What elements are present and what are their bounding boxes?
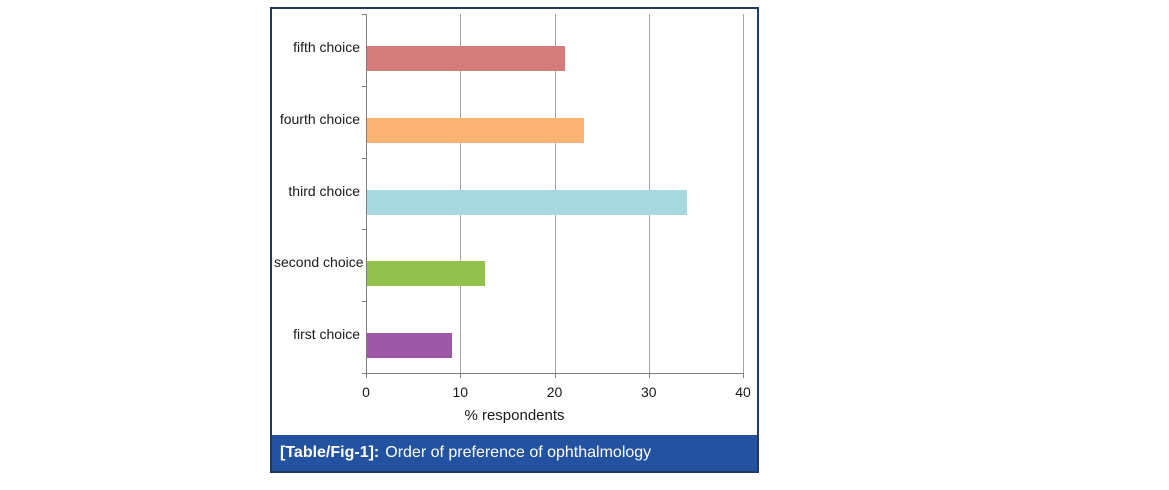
bar-fifth-choice xyxy=(367,46,565,71)
category-label-fifth-choice: fifth choice xyxy=(293,39,360,55)
plot-area xyxy=(366,14,744,374)
bar-chart: 0 10 20 30 40 fifth choice fourth choice third … xyxy=(272,9,757,435)
bar-third-choice xyxy=(367,190,688,215)
y-axis-tick xyxy=(362,158,366,159)
x-axis-tick-label: 0 xyxy=(362,384,370,400)
y-axis-tick xyxy=(362,229,366,230)
gridline-40 xyxy=(743,14,744,373)
figure-caption: [Table/Fig-1]: Order of preference of op… xyxy=(272,435,757,471)
x-axis-tick xyxy=(460,374,462,378)
y-axis-tick xyxy=(362,14,366,15)
caption-tag: [Table/Fig-1]: xyxy=(280,444,380,461)
x-axis-tick xyxy=(743,374,744,378)
bar-fourth-choice xyxy=(367,118,584,143)
x-axis-tick xyxy=(648,374,650,378)
category-label-first-choice: first choice xyxy=(293,326,360,342)
category-label-third-choice: third choice xyxy=(288,183,360,199)
y-axis-tick xyxy=(362,301,366,302)
category-label-fourth-choice: fourth choice xyxy=(279,111,360,127)
x-axis-tick xyxy=(554,374,556,378)
y-axis-tick xyxy=(362,86,366,87)
x-axis-tick-label: 40 xyxy=(735,384,751,400)
figure-panel: 0 10 20 30 40 fifth choice fourth choice third … xyxy=(270,7,759,473)
caption-text: Order of preference of ophthalmology xyxy=(385,444,652,461)
x-axis-tick-label: 20 xyxy=(546,384,563,400)
category-label-second-choice: second choice xyxy=(274,254,364,270)
x-axis-tick xyxy=(366,374,367,378)
y-axis-tick xyxy=(362,373,366,374)
bar-second-choice xyxy=(367,261,485,286)
x-axis-tick-label: 10 xyxy=(452,384,469,400)
bar-first-choice xyxy=(367,333,452,358)
x-axis-tick-label: 30 xyxy=(640,384,657,400)
x-axis-title: % respondents xyxy=(464,407,565,424)
